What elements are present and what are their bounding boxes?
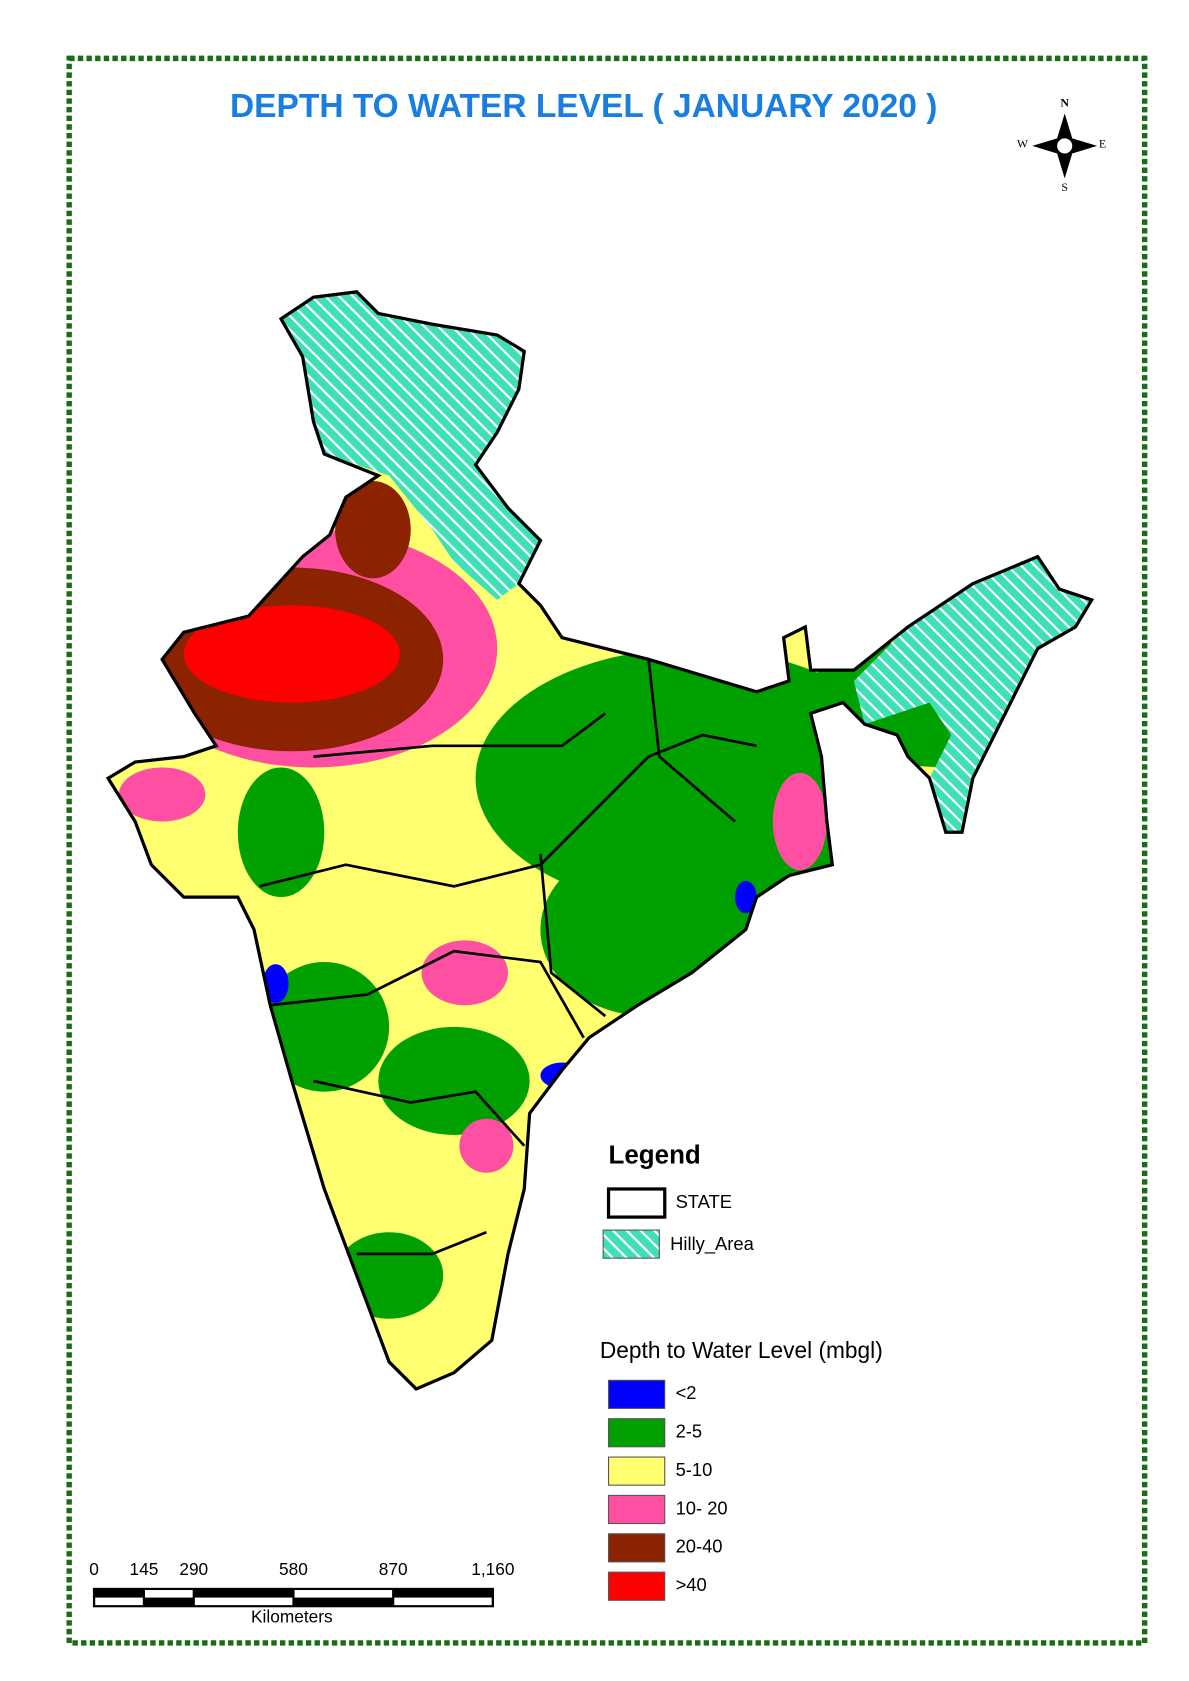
classification-legend: <2 2-5 5-10 10- 20 20-40 >40 [608,1379,728,1601]
class-swatch [608,1494,666,1525]
scale-label: 0 [89,1559,99,1579]
compass-north: N [1060,95,1069,109]
scale-segment [193,1588,294,1598]
scale-segment [94,1588,144,1598]
classification-title: Depth to Water Level (mbgl) [600,1337,883,1363]
class-label: <2 [676,1382,697,1403]
class-label: 2-5 [676,1421,703,1442]
scale-label: 870 [379,1559,408,1579]
scale-label: 580 [279,1559,308,1579]
class-swatch [608,1418,666,1448]
legend-title: Legend [609,1141,701,1169]
class-swatch [608,1571,666,1601]
class-label: >40 [676,1574,707,1595]
map-layout: DEPTH TO WATER LEVEL ( JANUARY 2020 ) N … [66,55,1148,1646]
map-title: DEPTH TO WATER LEVEL ( JANUARY 2020 ) [230,88,937,125]
state-boundaries [259,659,757,1256]
scale-label: 1,160 [471,1559,514,1579]
scale-segment [293,1597,394,1607]
legend-label: Hilly_Area [670,1233,754,1255]
scale-label: 290 [179,1559,208,1579]
map-border [66,55,1148,1646]
compass: N S E W [1017,95,1106,193]
class-swatch [608,1533,666,1563]
compass-south: S [1061,180,1068,194]
legend-hilly-swatch [602,1229,660,1259]
scale-segment [143,1597,194,1607]
compass-west: W [1017,137,1029,151]
class-label: 20-40 [676,1536,723,1557]
scale-bar: 0 145 290 580 870 1,160 [89,1559,515,1608]
class-label: 10- 20 [676,1497,728,1518]
class-swatch [608,1379,666,1409]
class-swatch [608,1456,666,1486]
scale-unit: Kilometers [251,1607,333,1627]
legend-state-swatch [606,1187,667,1219]
scale-label: 145 [129,1559,158,1579]
scale-segment [393,1588,493,1598]
compass-east: E [1099,137,1106,151]
legend-label: STATE [676,1191,732,1212]
class-label: 5-10 [676,1459,713,1480]
